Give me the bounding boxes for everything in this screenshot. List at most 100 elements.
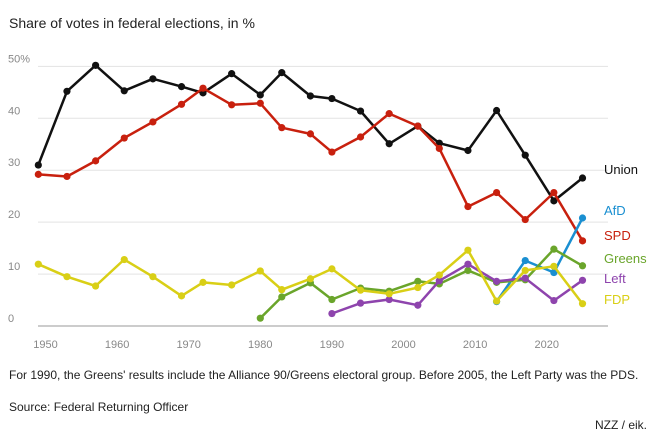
data-point-greens bbox=[328, 295, 336, 304]
data-point-fdp bbox=[92, 282, 100, 290]
data-point-union bbox=[492, 106, 501, 115]
data-point-greens bbox=[278, 293, 286, 301]
data-point-spd bbox=[414, 122, 422, 130]
data-point-spd bbox=[550, 188, 558, 197]
chart-footnote: For 1990, the Greens' results include th… bbox=[9, 368, 639, 382]
y-tick-label: 30 bbox=[8, 157, 20, 169]
data-point-union bbox=[228, 70, 236, 78]
x-tick-label: 1960 bbox=[105, 339, 129, 351]
data-point-fdp bbox=[385, 290, 393, 298]
data-point-fdp bbox=[149, 273, 157, 281]
data-point-spd bbox=[228, 101, 236, 109]
data-point-fdp bbox=[328, 265, 336, 273]
data-point-union bbox=[328, 94, 336, 103]
chart-credit: NZZ / eik. bbox=[594, 418, 647, 432]
data-point-fdp bbox=[356, 286, 365, 294]
data-point-left bbox=[550, 296, 558, 305]
data-point-spd bbox=[92, 157, 100, 165]
data-point-greens bbox=[256, 314, 264, 322]
data-point-union bbox=[464, 146, 472, 155]
x-tick-label: 2020 bbox=[534, 339, 558, 351]
data-point-union bbox=[521, 151, 529, 159]
y-tick-label: 10 bbox=[8, 261, 20, 273]
data-point-afd bbox=[521, 256, 529, 265]
data-point-fdp bbox=[120, 255, 128, 264]
y-tick-label: 50% bbox=[8, 53, 30, 65]
data-point-union bbox=[278, 69, 286, 77]
data-point-fdp bbox=[306, 275, 315, 283]
data-point-union bbox=[92, 61, 100, 69]
data-point-spd bbox=[256, 99, 264, 107]
data-point-left bbox=[435, 277, 443, 285]
y-tick-label: 0 bbox=[8, 313, 14, 325]
data-point-left bbox=[578, 276, 587, 284]
data-point-union bbox=[256, 91, 264, 99]
data-point-left bbox=[492, 277, 501, 285]
data-point-union bbox=[177, 83, 186, 91]
data-point-left bbox=[328, 309, 336, 318]
data-point-spd bbox=[492, 188, 501, 197]
data-point-left bbox=[464, 260, 472, 268]
data-point-union bbox=[149, 75, 157, 83]
data-point-fdp bbox=[34, 260, 42, 268]
data-point-greens bbox=[414, 277, 422, 285]
x-tick-label: 1950 bbox=[33, 339, 57, 351]
data-point-spd bbox=[435, 144, 443, 153]
data-point-union bbox=[356, 107, 365, 115]
data-point-spd bbox=[149, 118, 157, 126]
data-point-left bbox=[356, 299, 365, 307]
data-point-spd bbox=[306, 130, 315, 138]
data-point-spd bbox=[464, 202, 472, 211]
data-point-spd bbox=[199, 84, 207, 92]
data-point-union bbox=[63, 87, 71, 95]
data-point-spd bbox=[328, 148, 336, 156]
data-point-spd bbox=[177, 100, 186, 108]
data-point-spd bbox=[120, 134, 128, 142]
data-point-spd bbox=[63, 172, 71, 181]
data-point-spd bbox=[356, 133, 365, 141]
data-point-fdp bbox=[177, 292, 186, 300]
x-tick-label: 1970 bbox=[176, 339, 200, 351]
data-point-left bbox=[521, 274, 529, 282]
data-point-greens bbox=[578, 262, 587, 270]
x-tick-label: 2000 bbox=[391, 339, 415, 351]
data-point-union bbox=[34, 161, 42, 169]
data-point-fdp bbox=[464, 246, 472, 254]
data-point-greens bbox=[464, 266, 472, 275]
data-point-left bbox=[385, 295, 393, 304]
data-point-fdp bbox=[414, 283, 422, 292]
series-label-fdp: FDP bbox=[604, 292, 630, 307]
data-point-fdp bbox=[199, 278, 207, 286]
data-point-spd bbox=[578, 237, 587, 245]
data-point-fdp bbox=[256, 267, 264, 275]
series-label-greens: Greens bbox=[604, 251, 647, 266]
data-point-fdp bbox=[550, 262, 558, 270]
data-point-fdp bbox=[228, 281, 236, 289]
series-line-spd bbox=[37, 86, 584, 243]
data-point-union bbox=[550, 197, 558, 205]
chart-source: Source: Federal Returning Officer bbox=[9, 400, 189, 414]
series-label-spd: SPD bbox=[604, 228, 631, 243]
data-point-spd bbox=[521, 215, 529, 224]
x-tick-label: 2010 bbox=[463, 339, 487, 351]
data-point-spd bbox=[34, 170, 42, 178]
data-point-spd bbox=[385, 110, 393, 118]
data-point-union bbox=[120, 87, 128, 95]
data-point-fdp bbox=[492, 297, 501, 305]
data-point-spd bbox=[278, 124, 286, 132]
data-point-union bbox=[306, 92, 315, 100]
line-chart: 0 10 20 30 40 50% 1950 1960 1970 1980 1990 2000 2010… bbox=[8, 53, 647, 351]
data-point-greens bbox=[550, 245, 558, 253]
series-label-afd: AfD bbox=[604, 203, 626, 218]
series-label-left: Left bbox=[604, 271, 626, 286]
data-point-fdp bbox=[63, 273, 71, 281]
chart-title: Share of votes in federal elections, in … bbox=[9, 15, 255, 31]
data-point-union bbox=[578, 174, 587, 182]
series-line-left bbox=[330, 262, 584, 315]
data-point-fdp bbox=[435, 271, 443, 279]
x-tick-label: 1990 bbox=[320, 339, 344, 351]
data-point-fdp bbox=[521, 266, 529, 275]
series-label-union: Union bbox=[604, 162, 638, 177]
data-point-afd bbox=[550, 268, 558, 277]
data-point-fdp bbox=[278, 286, 286, 294]
